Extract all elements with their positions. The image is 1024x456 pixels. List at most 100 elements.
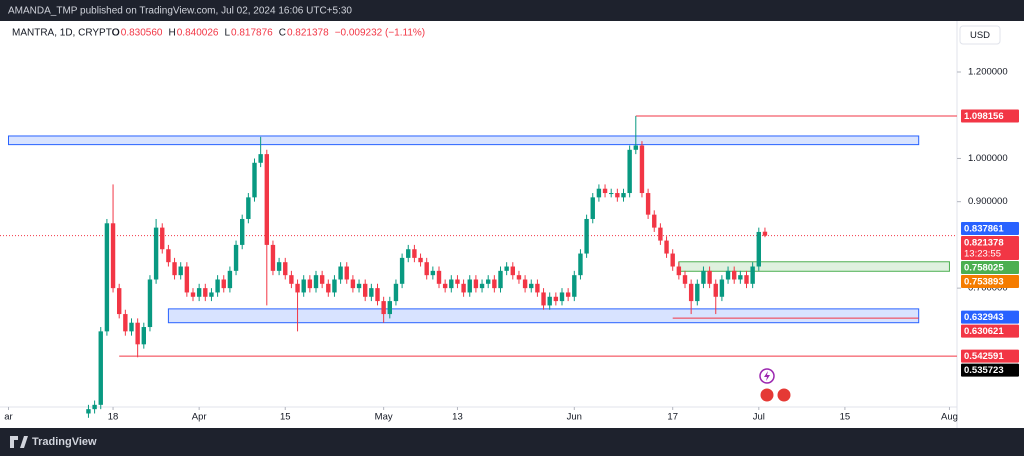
countdown: 13:23:55 [964, 249, 1001, 260]
candle-body [682, 275, 688, 284]
candle-body [627, 149, 632, 194]
header-bar [0, 0, 1024, 21]
brand-logo [10, 436, 28, 448]
candle-body [147, 279, 153, 328]
candle-body [215, 279, 220, 293]
brand: TradingView [32, 436, 97, 448]
candle-body [510, 266, 515, 276]
candle-body [258, 154, 263, 163]
candle-body [233, 244, 239, 271]
candle-body [313, 275, 319, 289]
candle-body [750, 266, 755, 284]
ohlc-value: 0.840026 [177, 28, 219, 39]
candle-body [283, 262, 288, 276]
candle-body [86, 409, 91, 414]
x-tick-label: 15 [840, 412, 851, 423]
price-label: 0.837861 [964, 223, 1004, 234]
candle-body [196, 288, 202, 297]
currency: USD [970, 30, 990, 41]
candle-body [123, 314, 128, 332]
symbol: MANTRA, 1D, CRYPTO [12, 28, 120, 39]
ohlc-prefix: C [279, 28, 286, 39]
candle-body [596, 188, 602, 198]
candle-body [529, 283, 534, 289]
zone [167, 308, 920, 324]
event-icon-bolt [764, 371, 770, 381]
x-tick-label: 17 [667, 412, 678, 423]
event-flag[interactable] [776, 387, 792, 403]
currency-box[interactable] [959, 25, 1001, 45]
price-label: 0.542591 [964, 351, 1004, 362]
footer-bar [0, 428, 1024, 456]
candle-body [541, 292, 546, 306]
candle-body [467, 279, 472, 293]
candle-body [572, 275, 577, 297]
candle-body [190, 292, 196, 297]
candle-body [209, 292, 214, 297]
candle-body [227, 270, 233, 289]
candle-body [473, 279, 479, 289]
candle-body [744, 275, 749, 284]
ohlc-prefix: L [224, 28, 230, 39]
price-label-box [961, 324, 1019, 338]
candle-body [762, 231, 768, 236]
candle-body [609, 193, 614, 195]
price-label-box [961, 310, 1019, 324]
event-flag[interactable] [759, 387, 775, 403]
candle-body [276, 262, 282, 271]
zone [8, 135, 920, 146]
candle-body [295, 283, 300, 293]
price-label: 0.632943 [964, 312, 1004, 323]
candle-body [486, 279, 491, 284]
x-tick-label: 18 [108, 412, 119, 423]
candle-body [375, 288, 380, 302]
candle-body [393, 283, 399, 302]
candle-body [719, 279, 725, 297]
candle-body [516, 275, 522, 280]
price-label: 0.758025 [964, 262, 1004, 273]
candle-body [701, 270, 706, 284]
candle-body [184, 266, 190, 293]
candle-body [319, 275, 325, 284]
candle-body [565, 292, 571, 297]
candle-body [350, 279, 356, 289]
plot: 1.200000 1.000000 0.900000 0.700000 ar 18 Apr 1… [0, 67, 1019, 423]
candle-body [270, 244, 276, 271]
candle-body [307, 279, 313, 289]
price-label-box [961, 222, 1019, 236]
candle-body [664, 240, 669, 254]
candle-body [553, 296, 559, 302]
candle-body [240, 218, 245, 245]
candle-body [707, 270, 712, 284]
candle-body [633, 145, 638, 150]
header-title: AMANDA_TMP published on TradingView.com,… [8, 6, 352, 17]
y-tick-label: 0.900000 [968, 196, 1008, 207]
candle-body [658, 227, 663, 241]
price-label: 0.821378 [964, 237, 1004, 248]
x-tick-label: Apr [192, 412, 207, 423]
y-tick-label: 1.000000 [968, 153, 1008, 164]
candle-body [590, 197, 595, 219]
candle-body [264, 154, 269, 245]
candle-body [559, 292, 565, 302]
candle-body [621, 193, 626, 198]
candle-body [221, 279, 226, 289]
candle-body [713, 283, 718, 297]
candle-body [652, 214, 657, 228]
candle-body [412, 249, 417, 258]
candle-body [178, 266, 183, 276]
candle-body [289, 275, 294, 284]
price-label-box [961, 109, 1019, 123]
price-label-box [961, 275, 1019, 289]
candle-body [104, 223, 110, 332]
x-tick-label: Jun [567, 412, 582, 423]
price-label-box [961, 236, 1019, 261]
x-tick-label: 13 [452, 412, 463, 423]
candle-body [535, 283, 540, 293]
x-tick-label: ar [4, 412, 12, 423]
candle-body [479, 283, 485, 289]
candle-body [676, 266, 682, 276]
candle-body [725, 270, 731, 280]
candle-body [688, 283, 694, 302]
